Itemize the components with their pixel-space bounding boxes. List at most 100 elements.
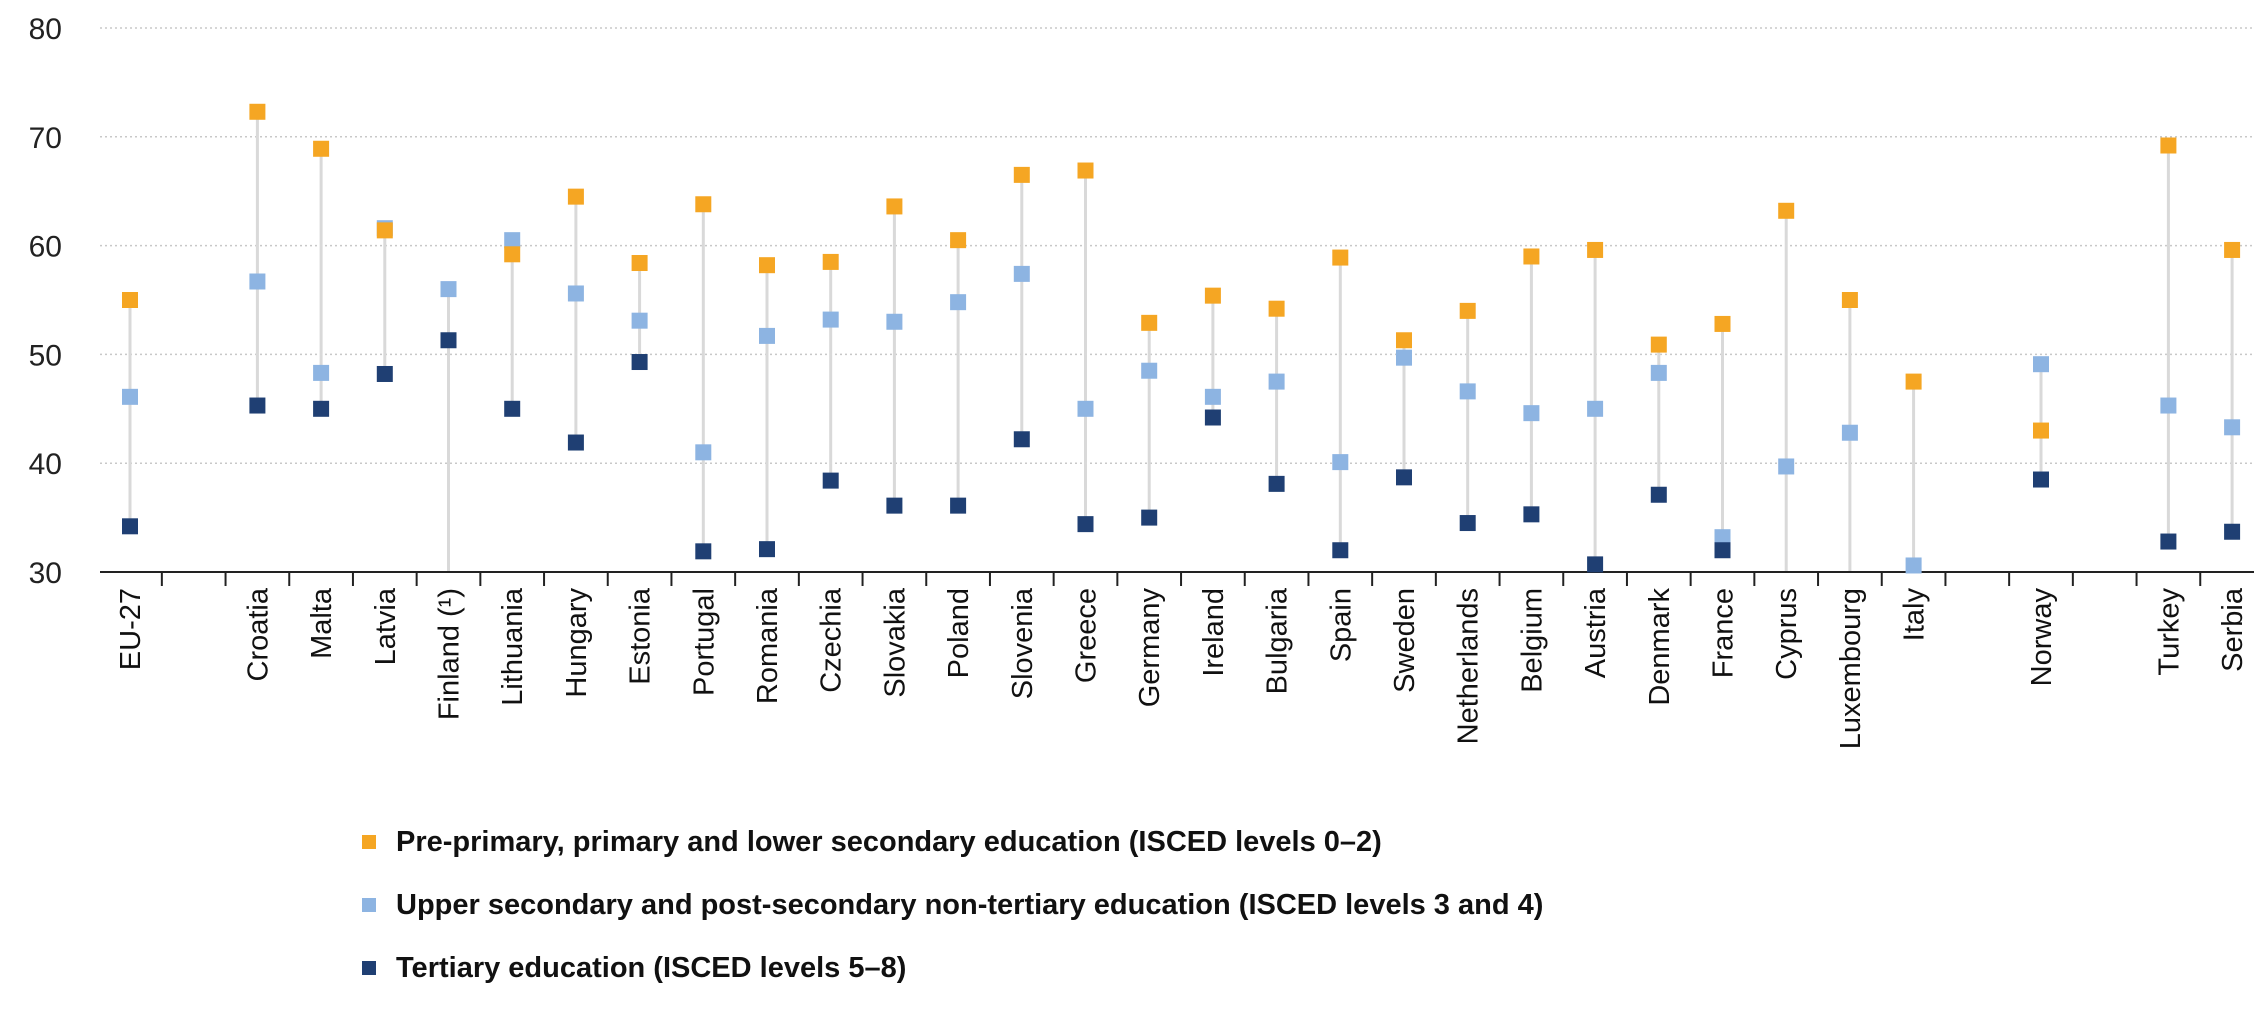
- marker-lower-secondary-romania: [759, 257, 775, 274]
- marker-tertiary-slovenia: [1013, 431, 1030, 448]
- marker-lower-secondary-luxembourg: [1841, 292, 1858, 308]
- marker-lower-secondary-belgium: [1523, 248, 1540, 265]
- x-label-lithuania: Lithuania: [497, 587, 529, 706]
- marker-upper-secondary-romania: [759, 327, 775, 344]
- marker-tertiary-malta: [313, 400, 330, 417]
- x-label-sweden: Sweden: [1389, 588, 1421, 693]
- legend-label-tertiary: Tertiary education (ISCED levels 5–8): [396, 951, 907, 984]
- marker-tertiary-hungary: [567, 434, 584, 451]
- marker-tertiary-sweden: [1396, 469, 1412, 486]
- marker-tertiary-portugal: [695, 543, 712, 560]
- marker-lower-secondary-denmark: [1650, 336, 1667, 353]
- marker-tertiary-finland: [440, 332, 457, 349]
- legend-label-upper-secondary: Upper secondary and post-secondary non-t…: [396, 888, 1544, 921]
- marker-tertiary-turkey: [2160, 533, 2177, 550]
- marker-lower-secondary-italy: [1905, 373, 1922, 390]
- marker-lower-secondary-cyprus: [1778, 202, 1795, 219]
- marker-tertiary-germany: [1141, 509, 1158, 526]
- marker-lower-secondary-czechia: [822, 253, 839, 270]
- x-label-bulgaria: Bulgaria: [1262, 587, 1294, 694]
- marker-tertiary-austria: [1587, 556, 1604, 573]
- y-tick-label-60: 60: [29, 231, 62, 264]
- marker-tertiary-eu-27: [122, 518, 138, 535]
- legend-item-upper-secondary: Upper secondary and post-secondary non-t…: [362, 885, 1543, 925]
- x-label-estonia: Estonia: [625, 587, 657, 685]
- marker-upper-secondary-italy: [1905, 557, 1922, 574]
- marker-lower-secondary-turkey: [2160, 137, 2177, 154]
- marker-tertiary-serbia: [2224, 523, 2241, 540]
- marker-upper-secondary-turkey: [2160, 397, 2177, 414]
- y-tick-label-50: 50: [29, 339, 62, 372]
- marker-upper-secondary-netherlands: [1459, 383, 1476, 400]
- marker-tertiary-romania: [759, 541, 775, 558]
- marker-tertiary-latvia: [376, 365, 393, 382]
- range-lines: [128, 111, 2234, 572]
- marker-lower-secondary-croatia: [249, 103, 266, 120]
- marker-lower-secondary-estonia: [631, 255, 648, 272]
- legend-swatch-tertiary: [362, 961, 376, 975]
- x-label-netherlands: Netherlands: [1453, 588, 1485, 744]
- marker-upper-secondary-hungary: [567, 285, 584, 302]
- x-label-germany: Germany: [1134, 588, 1166, 708]
- marker-upper-secondary-norway: [2033, 356, 2049, 373]
- marker-lower-secondary-eu-27: [122, 292, 138, 308]
- marker-upper-secondary-lithuania: [504, 232, 521, 249]
- marker-upper-secondary-sweden: [1396, 349, 1412, 366]
- x-label-eu-27: EU-27: [115, 588, 147, 670]
- marker-upper-secondary-cyprus: [1778, 458, 1795, 475]
- marker-tertiary-greece: [1077, 516, 1094, 533]
- x-label-italy: Italy: [1899, 588, 1931, 642]
- marker-lower-secondary-poland: [950, 232, 967, 249]
- legend-item-lower-secondary: Pre-primary, primary and lower secondary…: [362, 822, 1543, 862]
- y-tick-label-30: 30: [29, 557, 62, 590]
- marker-upper-secondary-bulgaria: [1268, 373, 1285, 390]
- x-label-romania: Romania: [752, 587, 784, 704]
- marker-lower-secondary-germany: [1141, 314, 1158, 331]
- marker-tertiary-bulgaria: [1268, 475, 1285, 492]
- marker-upper-secondary-eu-27: [122, 388, 138, 405]
- y-tick-label-70: 70: [29, 122, 62, 155]
- marker-upper-secondary-slovakia: [886, 313, 903, 330]
- marker-upper-secondary-greece: [1077, 400, 1094, 417]
- legend-swatch-lower-secondary: [362, 835, 376, 849]
- marker-upper-secondary-france: [1714, 529, 1731, 546]
- marker-lower-secondary-lithuania: [504, 246, 521, 263]
- marker-upper-secondary-belgium: [1523, 405, 1540, 422]
- marker-lower-secondary-latvia: [376, 222, 393, 239]
- marker-tertiary-belgium: [1523, 506, 1540, 523]
- marker-tertiary-czechia: [822, 472, 839, 489]
- marker-upper-secondary-slovenia: [1013, 265, 1030, 282]
- x-label-serbia: Serbia: [2217, 587, 2249, 672]
- marker-tertiary-ireland: [1204, 409, 1221, 426]
- marker-lower-secondary-slovenia: [1013, 166, 1030, 183]
- legend-swatch-upper-secondary: [362, 898, 376, 912]
- legend-item-tertiary: Tertiary education (ISCED levels 5–8): [362, 948, 1543, 988]
- marker-lower-secondary-serbia: [2224, 241, 2241, 258]
- marker-lower-secondary-greece: [1077, 162, 1094, 179]
- marker-lower-secondary-bulgaria: [1268, 300, 1285, 317]
- marker-tertiary-france: [1714, 542, 1731, 559]
- x-label-luxembourg: Luxembourg: [1835, 588, 1867, 749]
- marker-lower-secondary-slovakia: [886, 198, 903, 215]
- marker-upper-secondary-luxembourg: [1841, 424, 1858, 441]
- gridlines: [100, 27, 2254, 464]
- x-label-greece: Greece: [1071, 588, 1103, 683]
- x-label-poland: Poland: [943, 588, 975, 678]
- marker-upper-secondary-germany: [1141, 362, 1158, 379]
- marker-upper-secondary-portugal: [695, 444, 712, 461]
- marker-upper-secondary-malta: [313, 364, 330, 381]
- marker-tertiary-poland: [950, 497, 967, 514]
- x-label-hungary: Hungary: [561, 588, 593, 698]
- x-label-latvia: Latvia: [370, 587, 402, 665]
- marker-upper-secondary-austria: [1587, 400, 1604, 417]
- x-label-cyprus: Cyprus: [1771, 588, 1803, 680]
- marker-lower-secondary-portugal: [695, 196, 712, 213]
- x-label-slovakia: Slovakia: [879, 587, 911, 697]
- marker-lower-secondary-france: [1714, 315, 1731, 332]
- x-label-denmark: Denmark: [1644, 588, 1676, 706]
- x-axis: [100, 571, 2254, 586]
- marker-tertiary-croatia: [249, 397, 266, 414]
- marker-lower-secondary-norway: [2033, 422, 2049, 439]
- marker-tertiary-norway: [2033, 471, 2049, 488]
